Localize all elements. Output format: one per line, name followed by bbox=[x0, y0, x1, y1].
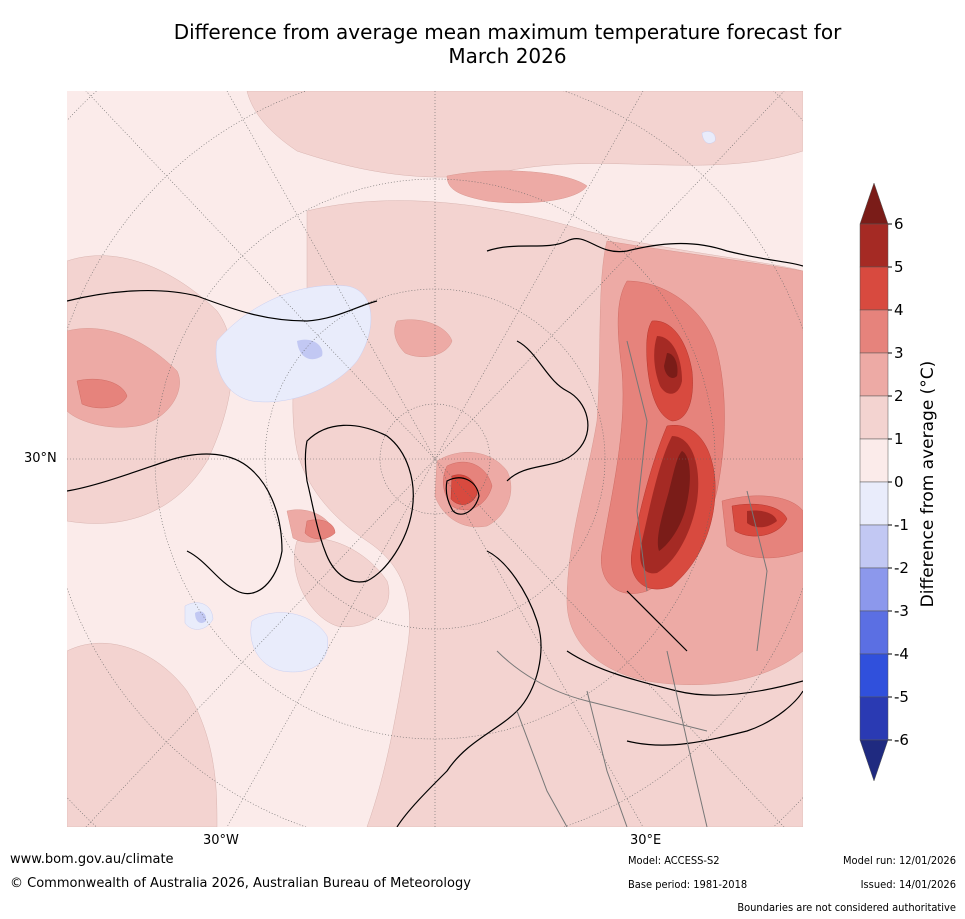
anomaly-minus1-minus2 bbox=[195, 339, 323, 624]
colorbar-tick-label: 2 bbox=[894, 387, 904, 405]
colorbar-cell bbox=[859, 481, 889, 526]
colorbar-cell bbox=[859, 223, 889, 268]
colorbar-tick-label: -1 bbox=[894, 516, 909, 534]
footer-url: www.bom.gov.au/climate bbox=[10, 852, 174, 867]
colorbar-extend-high bbox=[859, 182, 889, 225]
colorbar-cell bbox=[859, 696, 889, 741]
colorbar-cell bbox=[859, 309, 889, 354]
colorbar: 6 5 4 3 2 1 0 -1 -2 -3 -4 -5 -6 bbox=[859, 182, 909, 782]
colorbar-cell bbox=[859, 395, 889, 440]
colorbar-tick-label: 3 bbox=[894, 344, 904, 362]
colorbar-cell bbox=[859, 653, 889, 698]
borders bbox=[496, 340, 768, 827]
footer-base-period: Base period: 1981-2018 bbox=[628, 878, 748, 891]
chart-title: Difference from average mean maximum tem… bbox=[60, 20, 955, 68]
footer-disclaimer: Boundaries are not considered authoritat… bbox=[737, 901, 956, 914]
lon-label-30e: 30°E bbox=[630, 833, 662, 848]
colorbar-cell bbox=[859, 524, 889, 569]
colorbar-tick-label: -6 bbox=[894, 731, 909, 749]
anomaly-gt-6 bbox=[657, 353, 690, 551]
footer-model-run: Model run: 12/01/2026 bbox=[843, 854, 956, 867]
colorbar-tick-label: 5 bbox=[894, 258, 904, 276]
title-line-2: March 2026 bbox=[448, 44, 567, 68]
lon-label-30w: 30°W bbox=[203, 833, 239, 848]
title-line-1: Difference from average mean maximum tem… bbox=[173, 20, 842, 44]
forecast-map bbox=[67, 91, 803, 827]
colorbar-tick-label: -3 bbox=[894, 602, 909, 620]
colorbar-title: Difference from average (°C) bbox=[918, 360, 938, 608]
colorbar-cell bbox=[859, 266, 889, 311]
colorbar-extend-low bbox=[859, 739, 889, 782]
colorbar-tick-label: -2 bbox=[894, 559, 909, 577]
colorbar-tick-label: 6 bbox=[894, 215, 904, 233]
colorbar-cell bbox=[859, 610, 889, 655]
colorbar-cell bbox=[859, 438, 889, 483]
colorbar-cell bbox=[859, 352, 889, 397]
colorbar-tick-label: -5 bbox=[894, 688, 909, 706]
footer-issued: Issued: 14/01/2026 bbox=[860, 878, 956, 891]
lat-label-30n: 30°N bbox=[24, 451, 57, 466]
colorbar-tick-label: 4 bbox=[894, 301, 904, 319]
graticule bbox=[67, 91, 803, 827]
coastlines bbox=[67, 238, 803, 827]
colorbar-tick-label: 0 bbox=[894, 473, 904, 491]
footer-model: Model: ACCESS-S2 bbox=[628, 854, 720, 867]
colorbar-tick-label: -4 bbox=[894, 645, 909, 663]
colorbar-tick-label: 1 bbox=[894, 430, 904, 448]
colorbar-cell bbox=[859, 567, 889, 612]
footer-copyright: © Commonwealth of Australia 2026, Austra… bbox=[10, 876, 471, 891]
